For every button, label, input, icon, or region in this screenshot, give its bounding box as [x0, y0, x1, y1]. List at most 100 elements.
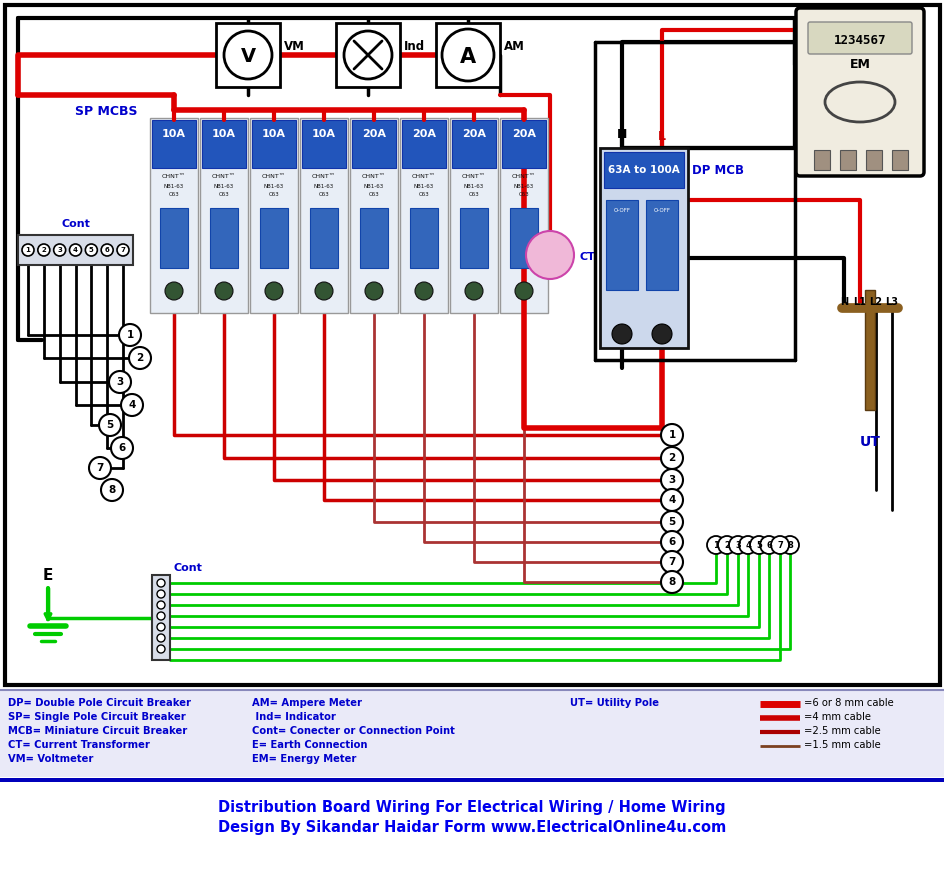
Bar	[5, 5, 939, 685]
Text: =4 mm cable: =4 mm cable	[803, 712, 870, 722]
Circle shape	[738, 536, 756, 554]
Text: 8: 8	[109, 485, 115, 495]
Text: CHNT™: CHNT™	[412, 174, 435, 179]
Bar	[202, 120, 245, 168]
Bar	[864, 290, 874, 410]
Text: N: N	[616, 127, 627, 140]
Text: AM= Ampere Meter: AM= Ampere Meter	[252, 698, 362, 708]
Circle shape	[121, 394, 143, 416]
Text: CT= Current Transformer: CT= Current Transformer	[8, 740, 150, 750]
Text: 3: 3	[667, 475, 675, 485]
Text: 1234567: 1234567	[833, 33, 885, 46]
Circle shape	[157, 579, 165, 587]
Text: 8: 8	[786, 540, 792, 550]
Text: 3: 3	[58, 247, 62, 253]
Text: Distribution Board Wiring For Electrical Wiring / Home Wiring: Distribution Board Wiring For Electrical…	[218, 800, 725, 815]
Text: NB1-63: NB1-63	[363, 183, 383, 189]
Text: 8: 8	[667, 577, 675, 587]
Text: 5: 5	[667, 517, 675, 527]
Bar	[302, 120, 346, 168]
FancyBboxPatch shape	[807, 22, 911, 54]
Circle shape	[99, 414, 121, 436]
Bar	[360, 208, 388, 268]
Circle shape	[651, 324, 671, 344]
Text: Ind= Indicator: Ind= Indicator	[252, 712, 335, 722]
Text: 7: 7	[667, 557, 675, 567]
Text: 7: 7	[121, 247, 126, 253]
Circle shape	[728, 536, 746, 554]
Text: C63: C63	[318, 191, 329, 196]
Text: Cont: Cont	[61, 219, 90, 229]
Bar	[252, 120, 295, 168]
Text: 20A: 20A	[462, 129, 485, 139]
Bar	[499, 118, 548, 313]
Circle shape	[119, 324, 141, 346]
Text: EM= Energy Meter: EM= Energy Meter	[252, 754, 356, 764]
Text: 1: 1	[126, 330, 133, 340]
Circle shape	[660, 469, 683, 491]
Circle shape	[759, 536, 777, 554]
Text: L: L	[657, 130, 666, 142]
Text: CHNT™: CHNT™	[512, 174, 535, 179]
Text: 7: 7	[96, 463, 104, 473]
Text: SP= Single Pole Circuit Breaker: SP= Single Pole Circuit Breaker	[8, 712, 186, 722]
Bar	[865, 150, 881, 170]
Circle shape	[215, 282, 233, 300]
Circle shape	[660, 551, 683, 573]
Bar	[839, 150, 855, 170]
Bar	[891, 150, 907, 170]
Circle shape	[717, 536, 735, 554]
Bar	[299, 118, 347, 313]
Bar	[216, 23, 279, 87]
Text: UT= Utility Pole: UT= Utility Pole	[569, 698, 658, 708]
Bar	[501, 120, 546, 168]
Text: 3: 3	[734, 540, 740, 550]
Text: C63: C63	[418, 191, 429, 196]
Text: 10A: 10A	[161, 129, 186, 139]
Text: 1: 1	[25, 247, 30, 253]
Text: DP MCB: DP MCB	[691, 163, 743, 176]
Bar	[410, 208, 437, 268]
Text: O-OFF: O-OFF	[653, 208, 670, 212]
Bar	[160, 208, 188, 268]
Circle shape	[364, 282, 382, 300]
Bar	[603, 152, 683, 188]
Text: C63: C63	[518, 191, 529, 196]
Bar	[0, 690, 944, 777]
Text: CHNT™: CHNT™	[312, 174, 336, 179]
Text: Cont: Cont	[173, 563, 202, 573]
Circle shape	[660, 489, 683, 511]
Text: NB1-63: NB1-63	[313, 183, 334, 189]
Text: CHNT™: CHNT™	[462, 174, 485, 179]
Circle shape	[780, 536, 799, 554]
Circle shape	[85, 244, 97, 256]
Circle shape	[526, 231, 573, 279]
Bar	[0, 778, 944, 782]
Bar	[336, 23, 399, 87]
Text: NB1-63: NB1-63	[514, 183, 533, 189]
Text: NB1-63: NB1-63	[464, 183, 483, 189]
Text: E= Earth Connection: E= Earth Connection	[252, 740, 367, 750]
Bar	[150, 118, 198, 313]
Text: 6: 6	[667, 537, 675, 547]
Text: 1: 1	[713, 540, 718, 550]
Bar	[399, 118, 447, 313]
Text: 5: 5	[755, 540, 761, 550]
Text: 10A: 10A	[211, 129, 236, 139]
Circle shape	[101, 479, 123, 501]
Text: L3: L3	[885, 297, 898, 307]
Circle shape	[54, 244, 65, 256]
Circle shape	[38, 244, 50, 256]
Text: 5: 5	[89, 247, 93, 253]
Text: =2.5 mm cable: =2.5 mm cable	[803, 726, 880, 736]
Text: O-OFF: O-OFF	[613, 208, 630, 212]
Circle shape	[660, 447, 683, 469]
Text: V: V	[240, 47, 255, 67]
Circle shape	[660, 571, 683, 593]
Text: MCB= Miniature Circuit Breaker: MCB= Miniature Circuit Breaker	[8, 726, 187, 736]
Circle shape	[157, 634, 165, 642]
Text: EM: EM	[849, 0, 869, 2]
Text: VM: VM	[284, 40, 305, 53]
Text: VM= Voltmeter: VM= Voltmeter	[8, 754, 93, 764]
Circle shape	[770, 536, 788, 554]
